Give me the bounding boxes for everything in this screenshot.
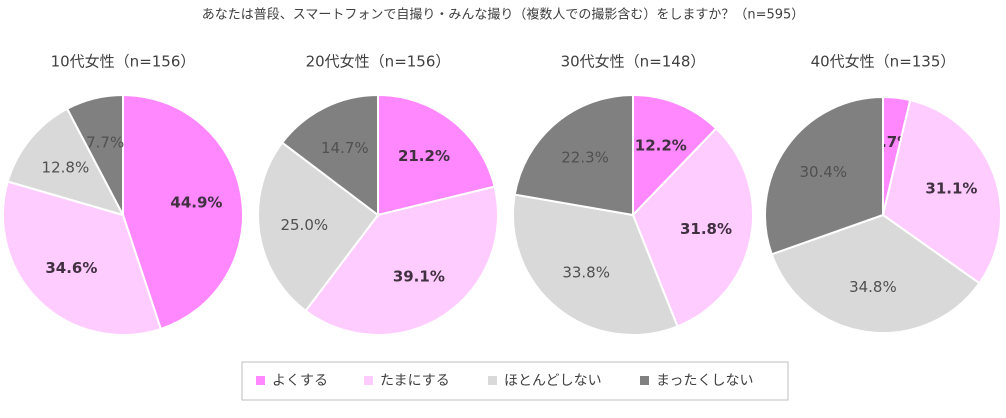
data-label: 12.2% <box>635 136 687 154</box>
pie-slice <box>65 93 124 216</box>
data-label: 44.9% <box>170 194 222 212</box>
pie-slice <box>304 185 499 336</box>
data-label: 31.8% <box>680 220 732 238</box>
pie-title: 10代女性（n=156） <box>51 53 196 71</box>
data-label: 25.0% <box>280 216 328 234</box>
legend-label: まったくしない <box>656 373 753 389</box>
data-label: 34.8% <box>849 278 897 296</box>
data-label: 14.7% <box>321 139 369 157</box>
data-label: 7.7% <box>86 133 124 151</box>
pie-slice <box>6 107 125 217</box>
legend-label: よくする <box>272 373 328 389</box>
pie-slice <box>631 127 754 328</box>
pie-slice <box>377 93 496 217</box>
legend-swatch <box>640 376 649 385</box>
data-label: 12.8% <box>42 158 90 176</box>
data-label: 30.4% <box>799 163 847 181</box>
data-label: 31.1% <box>925 180 977 198</box>
data-label: 22.3% <box>561 149 609 167</box>
legend-box <box>241 361 789 401</box>
pie-slice <box>512 193 679 336</box>
pie-slice <box>632 93 718 218</box>
legend-label: たまにする <box>380 373 450 389</box>
pie-title: 40代女性（n=135） <box>811 53 956 71</box>
pie-slice <box>122 93 244 331</box>
pie-slice <box>881 98 1002 285</box>
data-label: 33.8% <box>562 263 610 281</box>
pie-slice <box>513 93 634 217</box>
data-label: 39.1% <box>393 268 445 286</box>
pie-title: 20代女性（n=156） <box>306 53 451 71</box>
legend-swatch <box>256 376 265 385</box>
pie-slice <box>2 180 163 336</box>
pie-title: 30代女性（n=148） <box>561 53 706 71</box>
pie-slice <box>764 95 884 256</box>
chart-title: あなたは普段、スマートフォンで自撮り・みんな撮り（複数人での撮影含む）をしますか… <box>202 7 805 23</box>
legend-label: ほとんどしない <box>504 373 602 389</box>
pie-slice <box>770 213 981 334</box>
pie-slice <box>257 141 380 313</box>
data-label: 34.6% <box>45 259 97 277</box>
legend-swatch <box>364 376 373 385</box>
data-label: 21.2% <box>398 147 450 165</box>
pie-slice <box>280 93 379 218</box>
legend-swatch <box>488 376 497 385</box>
